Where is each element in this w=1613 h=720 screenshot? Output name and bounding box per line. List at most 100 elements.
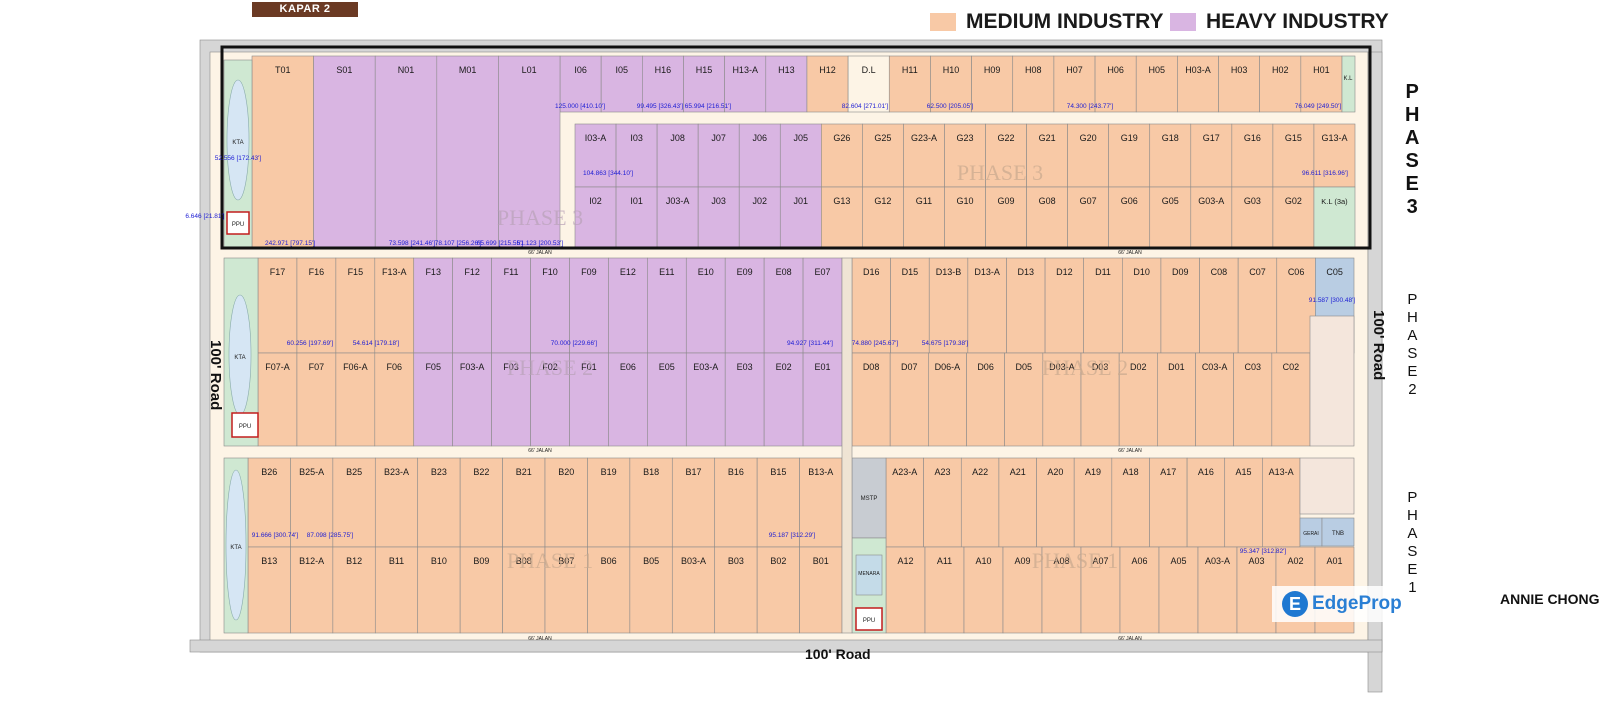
tnb-label: TNB [1332,531,1344,537]
lot-label: M01 [459,65,477,75]
dimension-label: 73.598 [241.46'] [389,240,436,247]
lot-label: E05 [659,362,675,372]
edgeprop-wordmark: EdgeProp [1312,593,1402,614]
lot-label: E06 [620,362,636,372]
lot-a18 [1111,457,1150,548]
lot-b19 [587,457,631,548]
lot-label: B06 [601,556,617,566]
lot-d03-a [1042,352,1082,447]
dimension-label: 87.098 [285.75'] [307,532,354,539]
phase3-watermark: PHASE 3 [497,205,583,230]
lot-label: F10 [542,267,558,277]
dimension-label: 6.646 [21.81'] [185,213,224,220]
lot-b25 [332,457,376,548]
lot-label: D03 [1092,362,1109,372]
lot-label: G13 [833,196,850,206]
lot-label: L01 [522,65,537,75]
lot-b22 [459,457,503,548]
lot-label: F03 [503,362,519,372]
dimension-label: 52.556 [172.43'] [215,155,262,162]
legend-medium-industry: MEDIUM INDUSTRY [930,10,1164,34]
lot-label: B13 [261,556,277,566]
lot-label: G10 [956,196,973,206]
lot-label: H03 [1231,65,1248,75]
menara-tangki-air [855,554,883,596]
lot-label: I06 [574,65,587,75]
lot-h13-a [724,55,767,113]
side-label-letter: A [1407,327,1418,344]
lot-label: E03 [737,362,753,372]
lot-a09 [1002,546,1043,634]
lot-h07 [1053,55,1096,113]
kta-label-phase3: KTA [232,140,243,146]
phase2-watermark-right: PHASE 2 [1042,355,1128,380]
lot-i03-a [574,123,617,188]
lot-label: H01 [1313,65,1330,75]
lot-label: J01 [794,196,809,206]
side-label-letter: 1 [1408,579,1417,596]
lot-s01 [313,55,376,250]
lot-label: F03-A [460,362,485,372]
lot-b12-a [290,546,334,634]
lot-label: B15 [770,467,786,477]
lot-label: F13-A [382,267,407,277]
legend-swatch-heavy [1170,13,1196,31]
lot-label: G25 [874,133,891,143]
lot-label: A01 [1326,556,1342,566]
lot-label: F11 [504,267,519,277]
lot-label: H05 [1149,65,1166,75]
lot-label: A16 [1198,467,1214,477]
lot-label: B16 [728,467,744,477]
side-label-letter: S [1407,345,1418,362]
lot-label: I03 [630,133,643,143]
lot-label: J05 [794,133,809,143]
lot-label: D.L [862,65,876,75]
lot-label: N01 [398,65,415,75]
lot-label: J06 [752,133,767,143]
lot-b11 [374,546,419,634]
ppu-label-phase3: PPU [232,222,244,228]
lot-label: A11 [937,556,952,566]
lot-m01 [436,55,499,250]
lot-label: F02 [542,362,558,372]
lot-a10 [963,546,1004,634]
lot-label: C03 [1244,362,1261,372]
lot-e06 [608,352,648,447]
lot-label: A06 [1131,556,1147,566]
jalan-label: 66' JALAN [528,636,552,642]
lot-g03 [1231,186,1274,250]
lot-label: G12 [874,196,891,206]
lot-h03-a [1177,55,1219,113]
edgeprop-logo-icon: E [1282,591,1308,617]
lot-a19 [1073,457,1113,548]
lot-f13 [413,257,453,354]
lot-e05 [647,352,687,447]
lot-label: H16 [655,65,672,75]
lot-label: A20 [1047,467,1063,477]
lot-l01 [498,55,561,250]
lot-b09 [459,546,503,634]
lot-label: A10 [975,556,991,566]
lot-b23-a [374,457,419,548]
dimension-label: 65.994 [216.51'] [685,103,732,110]
lot-h16 [642,55,684,113]
lot-e01 [802,352,843,447]
lot-label: D02 [1130,362,1147,372]
lot-label: C06 [1288,267,1305,277]
lot-d07 [889,352,929,447]
lot-label: G23 [956,133,973,143]
central-jalan [841,257,853,634]
lot-h13 [765,55,808,113]
lot-d02 [1118,352,1158,447]
lot-a11 [924,546,965,634]
lot-label: B17 [685,467,701,477]
side-label-letter: S [1407,543,1418,560]
mstp-label: MSTP [861,496,878,502]
lot-label: D03-A [1049,362,1075,372]
lot-label: B03-A [681,556,706,566]
project-title-tag: KAPAR 2 [252,2,358,17]
lot-label: F13 [425,267,441,277]
lot-label: D13-A [974,267,1000,277]
